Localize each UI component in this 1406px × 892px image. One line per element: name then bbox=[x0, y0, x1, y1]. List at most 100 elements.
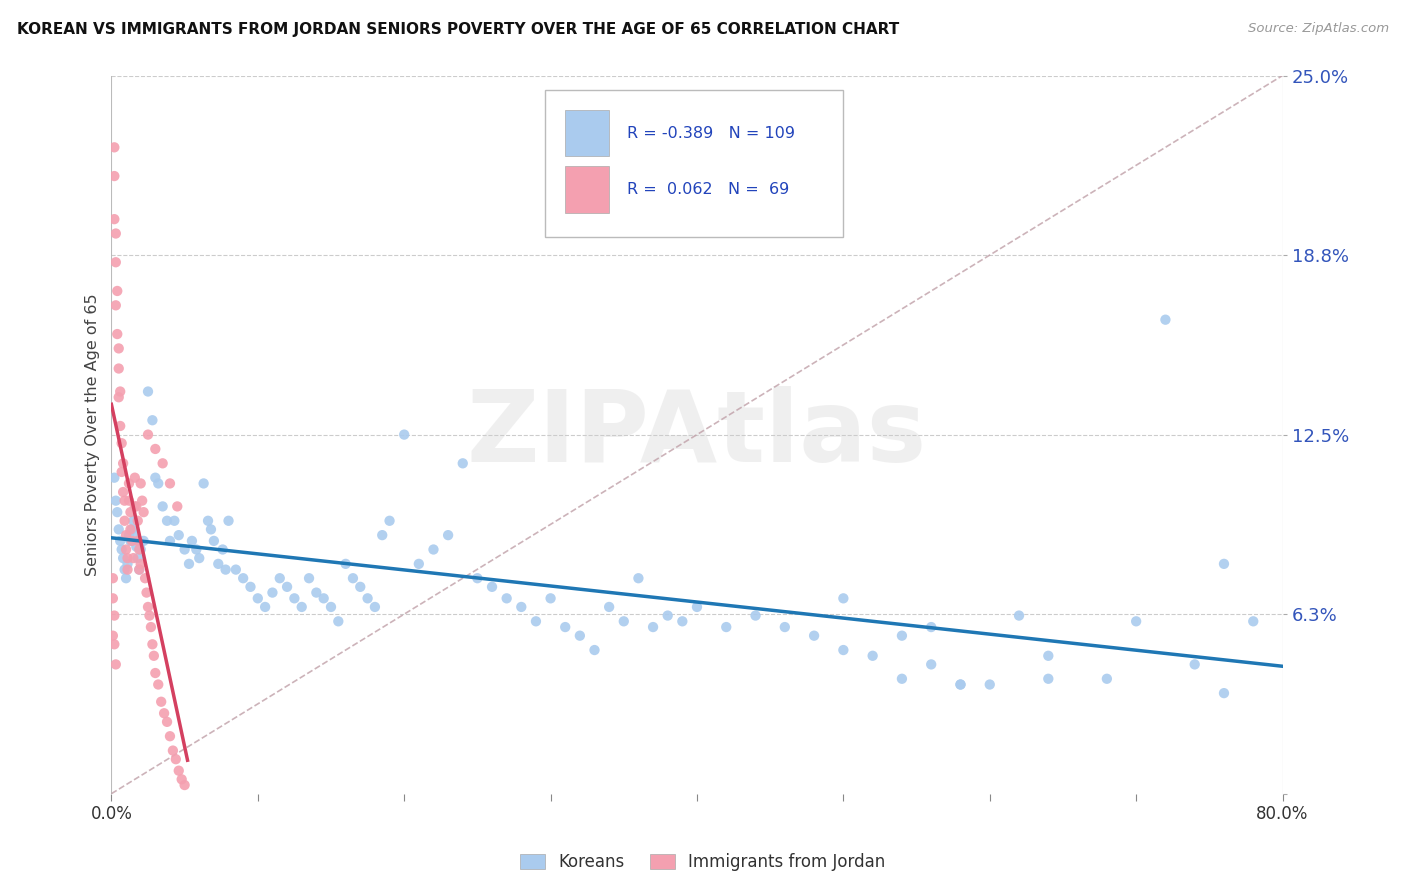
Point bbox=[143, 666, 166, 681]
Point bbox=[467, 571, 489, 585]
Point bbox=[803, 629, 825, 643]
Point bbox=[103, 212, 125, 227]
FancyBboxPatch shape bbox=[565, 166, 609, 212]
Point bbox=[112, 456, 135, 470]
Point bbox=[200, 522, 222, 536]
Point bbox=[117, 563, 139, 577]
Point bbox=[122, 551, 145, 566]
Point bbox=[1184, 657, 1206, 672]
Point bbox=[188, 551, 211, 566]
FancyBboxPatch shape bbox=[565, 110, 609, 156]
Text: Source: ZipAtlas.com: Source: ZipAtlas.com bbox=[1249, 22, 1389, 36]
Point bbox=[349, 580, 371, 594]
Point bbox=[111, 542, 134, 557]
Point bbox=[1213, 686, 1236, 700]
Point bbox=[127, 514, 149, 528]
Point bbox=[107, 522, 129, 536]
Point bbox=[156, 714, 179, 729]
Point bbox=[583, 643, 606, 657]
Point bbox=[920, 657, 942, 672]
Point bbox=[136, 427, 159, 442]
Legend: Koreans, Immigrants from Jordan: Koreans, Immigrants from Jordan bbox=[512, 845, 894, 880]
Point bbox=[114, 514, 136, 528]
Point bbox=[949, 677, 972, 691]
Point bbox=[107, 342, 129, 356]
Point bbox=[862, 648, 884, 663]
Point bbox=[103, 637, 125, 651]
Point bbox=[127, 551, 149, 566]
FancyBboxPatch shape bbox=[544, 90, 844, 237]
Point bbox=[246, 591, 269, 606]
Point bbox=[437, 528, 460, 542]
Point bbox=[495, 591, 517, 606]
Point bbox=[139, 620, 162, 634]
Point bbox=[305, 585, 328, 599]
Point bbox=[392, 427, 415, 442]
Point bbox=[225, 563, 247, 577]
Point bbox=[141, 413, 163, 427]
Point bbox=[598, 599, 620, 614]
Point bbox=[232, 571, 254, 585]
Point bbox=[167, 528, 190, 542]
Point bbox=[193, 476, 215, 491]
Point bbox=[1038, 672, 1060, 686]
Point bbox=[129, 476, 152, 491]
Text: R = -0.389   N = 109: R = -0.389 N = 109 bbox=[627, 126, 794, 141]
Point bbox=[298, 571, 321, 585]
Point bbox=[197, 514, 219, 528]
Point bbox=[152, 456, 174, 470]
Point bbox=[101, 571, 124, 585]
Point bbox=[127, 533, 149, 548]
Point bbox=[121, 522, 143, 536]
Point bbox=[112, 485, 135, 500]
Point bbox=[408, 557, 430, 571]
Point bbox=[156, 514, 179, 528]
Point bbox=[108, 533, 131, 548]
Point bbox=[364, 599, 387, 614]
Text: KOREAN VS IMMIGRANTS FROM JORDAN SENIORS POVERTY OVER THE AGE OF 65 CORRELATION : KOREAN VS IMMIGRANTS FROM JORDAN SENIORS… bbox=[17, 22, 898, 37]
Point bbox=[118, 528, 141, 542]
Point bbox=[173, 542, 195, 557]
Point bbox=[269, 571, 291, 585]
Point bbox=[1241, 615, 1264, 629]
Point bbox=[118, 476, 141, 491]
Point bbox=[143, 471, 166, 485]
Point bbox=[138, 608, 160, 623]
Point bbox=[554, 620, 576, 634]
Point bbox=[101, 591, 124, 606]
Point bbox=[134, 571, 156, 585]
Point bbox=[152, 500, 174, 514]
Point bbox=[162, 743, 184, 757]
Point bbox=[117, 557, 139, 571]
Point bbox=[107, 390, 129, 404]
Point bbox=[104, 255, 127, 269]
Point bbox=[254, 599, 277, 614]
Point bbox=[125, 540, 148, 554]
Point bbox=[153, 706, 176, 721]
Point bbox=[118, 493, 141, 508]
Point bbox=[142, 648, 165, 663]
Point bbox=[131, 493, 153, 508]
Point bbox=[211, 542, 233, 557]
Point bbox=[832, 591, 855, 606]
Point bbox=[103, 169, 125, 183]
Point bbox=[239, 580, 262, 594]
Point bbox=[276, 580, 298, 594]
Point bbox=[1038, 648, 1060, 663]
Point bbox=[524, 615, 547, 629]
Point bbox=[451, 456, 474, 470]
Point bbox=[627, 571, 650, 585]
Point bbox=[832, 643, 855, 657]
Point bbox=[328, 615, 350, 629]
Point bbox=[136, 599, 159, 614]
Point bbox=[129, 542, 152, 557]
Text: ZIPAtlas: ZIPAtlas bbox=[467, 386, 927, 483]
Point bbox=[342, 571, 364, 585]
Point bbox=[262, 585, 284, 599]
Point bbox=[104, 298, 127, 312]
Point bbox=[949, 677, 972, 691]
Point bbox=[207, 557, 229, 571]
Point bbox=[124, 528, 146, 542]
Point bbox=[105, 505, 128, 519]
Point bbox=[120, 522, 142, 536]
